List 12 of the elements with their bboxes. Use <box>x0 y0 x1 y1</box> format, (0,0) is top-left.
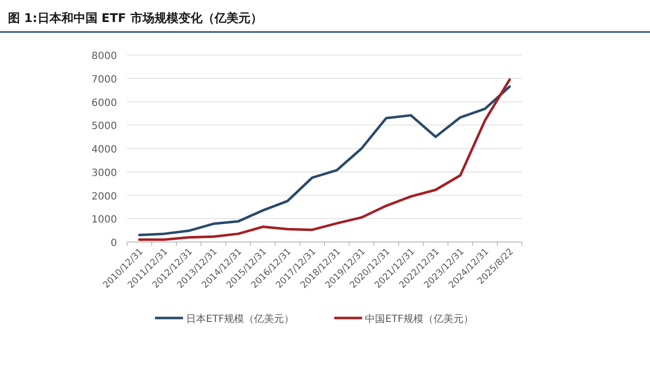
y-tick-label: 5000 <box>92 121 117 132</box>
y-tick-label: 1000 <box>92 214 117 226</box>
y-tick-label: 7000 <box>92 74 117 86</box>
y-tick-label: 6000 <box>92 98 117 109</box>
y-tick-label: 0 <box>110 238 117 249</box>
legend-label: 中国ETF规模（亿美元） <box>365 313 474 325</box>
y-tick-label: 2000 <box>92 191 117 202</box>
chart-title: 图 1:日本和中国 ETF 市场规模变化（亿美元） <box>8 11 262 25</box>
y-tick-label: 8000 <box>92 51 117 62</box>
y-tick-label: 4000 <box>92 144 117 156</box>
y-tick-label: 3000 <box>92 168 117 179</box>
legend-label: 日本ETF规模（亿美元） <box>186 313 294 325</box>
